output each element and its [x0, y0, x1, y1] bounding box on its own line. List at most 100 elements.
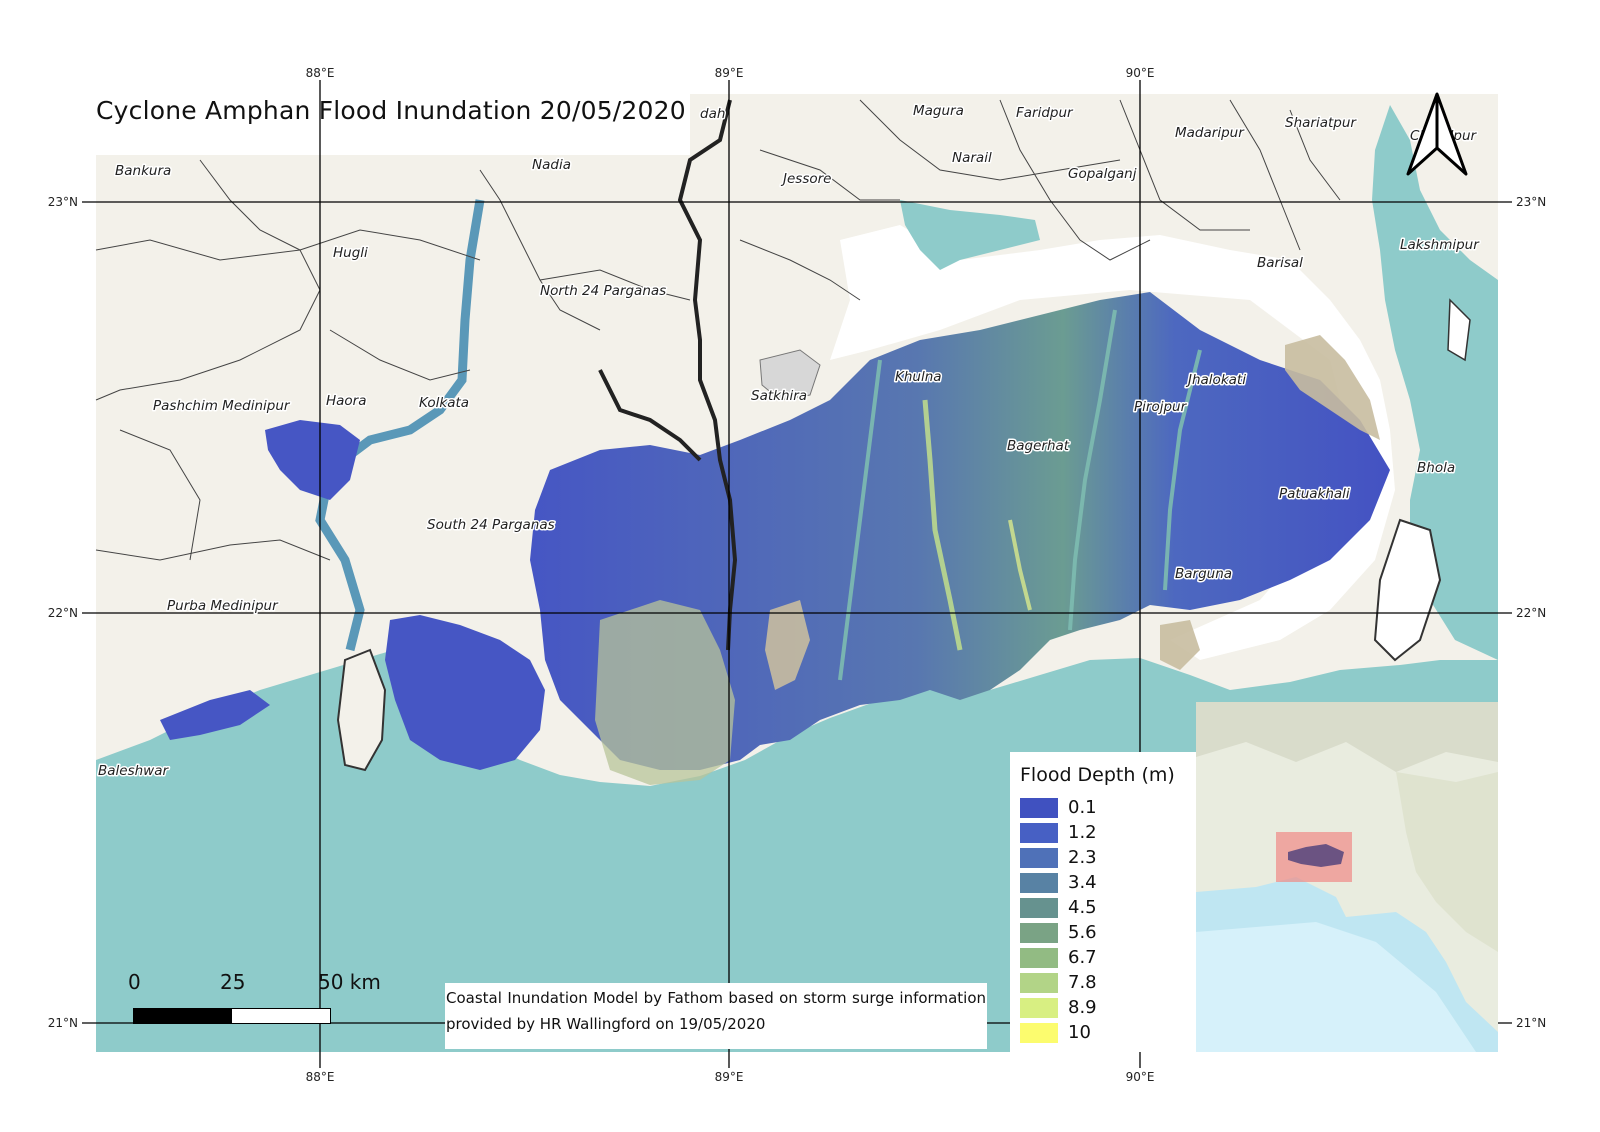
meghna-estuary — [1372, 105, 1498, 660]
place-label-south-24-parganas: South 24 Parganas — [427, 517, 555, 533]
lon-label-top-88: 88°E — [306, 66, 335, 80]
legend-swatch — [1020, 923, 1058, 943]
legend-label: 2.3 — [1068, 847, 1097, 868]
lon-label-bottom-89: 89°E — [715, 1070, 744, 1084]
lat-label-left-21: 21°N — [48, 1016, 78, 1030]
scale-bar: 0 25 50 km — [128, 970, 381, 1030]
north-arrow-icon — [1406, 92, 1468, 176]
flood-depth-legend: Flood Depth (m) 0.1 1.2 2.3 3.4 4.5 5.6 … — [1010, 752, 1196, 1052]
place-labels: Bankura Nadia Hugli North 24 Parganas Pa… — [97, 102, 1482, 781]
scale-label-25: 25 — [220, 970, 246, 994]
place-label-patuakhali: Patuakhali — [1279, 486, 1350, 502]
river-channel-3 — [1163, 349, 1202, 591]
place-label-shariatpur: Shariatpur — [1285, 115, 1357, 131]
legend-swatch — [1020, 798, 1058, 818]
place-label-bagerhat: Bagerhat — [1007, 438, 1070, 454]
place-label-pirojpur: Pirojpur — [1134, 399, 1188, 415]
place-label-jhalokati: Jhalokati — [1185, 372, 1246, 388]
river-channel-1 — [838, 359, 882, 681]
bhola-island — [1373, 518, 1442, 662]
scale-bar-segment — [134, 1009, 232, 1023]
flood-extent-southwest — [385, 615, 545, 770]
place-label-dah: dah — [700, 106, 725, 122]
lat-label-left-23: 23°N — [48, 195, 78, 209]
legend-swatch — [1020, 998, 1058, 1018]
admin-boundaries — [95, 99, 1341, 561]
lon-label-top-90: 90°E — [1126, 66, 1155, 80]
legend-label: 10 — [1068, 1022, 1091, 1043]
flood-deep-streak-2 — [1008, 519, 1032, 611]
lon-label-bottom-88: 88°E — [306, 1070, 335, 1084]
legend-label: 4.5 — [1068, 897, 1097, 918]
inset-locator-map — [1196, 702, 1498, 1052]
place-label-haora: Haora — [326, 393, 367, 409]
flood-extent-midnapore — [160, 690, 270, 740]
lon-label-bottom-90: 90°E — [1126, 1070, 1155, 1084]
flood-deep-streak — [922, 399, 963, 651]
place-label-kolkata: Kolkata — [419, 395, 469, 411]
place-label-madaripur: Madaripur — [1175, 125, 1245, 141]
legend-swatch — [1020, 973, 1058, 993]
place-label-pashchim-medinipur: Pashchim Medinipur — [153, 398, 291, 414]
place-label-barguna: Barguna — [1175, 566, 1232, 582]
place-label-magura: Magura — [913, 103, 964, 119]
tan-area-central — [765, 600, 810, 690]
place-label-faridpur: Faridpur — [1016, 105, 1074, 121]
scale-label-0: 0 — [128, 970, 141, 994]
hatiya-island — [1447, 298, 1471, 362]
flood-extent-west — [265, 420, 360, 500]
legend-swatch — [1020, 848, 1058, 868]
place-label-purba-medinipur: Purba Medinipur — [167, 598, 279, 614]
place-label-hugli: Hugli — [333, 245, 368, 261]
lat-label-right-21: 21°N — [1516, 1016, 1546, 1030]
place-label-lakshmipur: Lakshmipur — [1400, 237, 1480, 253]
legend-swatch — [1020, 948, 1058, 968]
grey-district — [759, 349, 821, 401]
sagar-island — [336, 648, 387, 772]
tan-area-east — [1285, 335, 1380, 440]
map-title: Cyclone Amphan Flood Inundation 20/05/20… — [96, 96, 686, 125]
border-segment — [598, 369, 702, 462]
legend-label: 6.7 — [1068, 947, 1097, 968]
place-label-gopalganj: Gopalganj — [1068, 166, 1137, 182]
dry-land-bangladesh — [830, 225, 1395, 660]
flood-extent-main — [530, 292, 1390, 770]
place-label-baleshwar: Baleshwar — [98, 763, 169, 779]
place-label-north-24-parganas: North 24 Parganas — [540, 283, 666, 299]
place-label-khulna: Khulna — [895, 369, 942, 385]
credit-box: Coastal Inundation Model by Fathom based… — [445, 983, 987, 1049]
place-label-narail: Narail — [952, 150, 992, 166]
place-label-jessore: Jessore — [780, 171, 831, 187]
credit-text: Coastal Inundation Model by Fathom based… — [446, 989, 986, 1033]
place-label-bhola: Bhola — [1417, 460, 1455, 476]
legend-swatch — [1020, 873, 1058, 893]
tan-area-sundarbans — [595, 600, 735, 785]
legend-label: 3.4 — [1068, 872, 1097, 893]
lon-label-top-89: 89°E — [715, 66, 744, 80]
place-label-barisal: Barisal — [1257, 255, 1303, 271]
legend-title: Flood Depth (m) — [1020, 764, 1175, 786]
international-border — [677, 99, 738, 651]
land-base-north — [690, 94, 1498, 164]
lat-label-left-22: 22°N — [48, 606, 78, 620]
lat-label-right-22: 22°N — [1516, 606, 1546, 620]
legend-swatch — [1020, 823, 1058, 843]
legend-swatch — [1020, 898, 1058, 918]
legend-swatch — [1020, 1023, 1058, 1043]
place-label-nadia: Nadia — [532, 157, 571, 173]
legend-label: 1.2 — [1068, 822, 1097, 843]
legend-label: 5.6 — [1068, 922, 1097, 943]
tan-area-south — [1160, 620, 1200, 670]
river-channel-2 — [1068, 309, 1117, 631]
legend-label: 0.1 — [1068, 797, 1097, 818]
lat-label-right-23: 23°N — [1516, 195, 1546, 209]
teal-district — [900, 200, 1040, 270]
legend-label: 7.8 — [1068, 972, 1097, 993]
hooghly-river — [315, 199, 485, 652]
scale-label-50: 50 km — [318, 970, 381, 994]
scale-bar-track — [133, 1008, 331, 1024]
place-label-bankura: Bankura — [115, 163, 171, 179]
place-label-satkhira: Satkhira — [751, 388, 807, 404]
legend-label: 8.9 — [1068, 997, 1097, 1018]
